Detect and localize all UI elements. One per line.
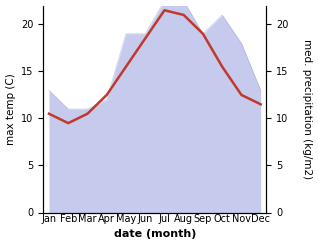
X-axis label: date (month): date (month)	[114, 230, 196, 239]
Y-axis label: med. precipitation (kg/m2): med. precipitation (kg/m2)	[302, 39, 313, 179]
Y-axis label: max temp (C): max temp (C)	[5, 73, 16, 145]
